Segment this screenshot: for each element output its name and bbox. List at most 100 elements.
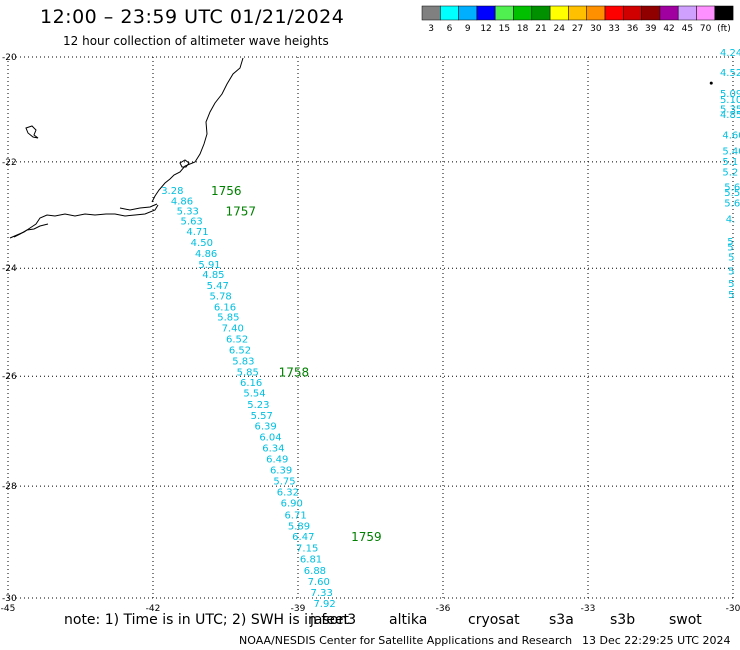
colorbar-label: 9 bbox=[465, 24, 471, 34]
wave-height-value: 5 bbox=[728, 266, 734, 277]
lat-tick-label: -30 bbox=[2, 594, 17, 604]
generation-timestamp: 13 Dec 22:29:25 UTC 2024 bbox=[582, 634, 731, 647]
colorbar-label: 42 bbox=[663, 24, 674, 34]
wave-height-value: 6.49 bbox=[266, 454, 288, 465]
wave-height-value: 7.33 bbox=[311, 588, 333, 599]
wave-height-value: 5 bbox=[728, 290, 734, 301]
wave-height-value: 5.75 bbox=[273, 477, 295, 488]
wave-height-value: 6.04 bbox=[259, 432, 281, 443]
wave-height-value: 5.33 bbox=[177, 207, 199, 218]
colorbar-label: 18 bbox=[517, 24, 529, 34]
wave-height-value: 5.57 bbox=[251, 411, 273, 422]
wave-height-value: 4.86 bbox=[195, 249, 217, 260]
wave-height-value: 5.6 bbox=[724, 183, 740, 194]
colorbar-label: 3 bbox=[428, 24, 434, 34]
lat-tick-label: -24 bbox=[2, 264, 17, 274]
colorbar-label: 15 bbox=[499, 24, 510, 34]
colorbar-label: 30 bbox=[590, 24, 602, 34]
wave-height-value: 5.78 bbox=[210, 292, 232, 303]
wave-height-value: 5.85 bbox=[217, 313, 239, 324]
wave-height-value: 6.39 bbox=[270, 465, 292, 476]
colorbar-label: 33 bbox=[608, 24, 619, 34]
colorbar-label: 6 bbox=[447, 24, 453, 34]
lon-tick-label: -39 bbox=[291, 604, 306, 614]
wave-height-value: 3.28 bbox=[161, 186, 183, 197]
brazil-coastline-north bbox=[151, 57, 244, 203]
colorbar-label: 45 bbox=[682, 24, 693, 34]
colorbar-label: (ft) bbox=[717, 24, 731, 34]
wave-height-value: 5.6 bbox=[724, 199, 740, 210]
coastline bbox=[9, 57, 244, 239]
altimeter-tracks: 3.284.865.335.634.714.504.865.914.855.47… bbox=[161, 48, 740, 610]
wave-height-value: 7.40 bbox=[222, 323, 244, 334]
wave-height-value: 6.52 bbox=[229, 346, 251, 357]
satellite-altika: altika bbox=[389, 612, 428, 628]
wave-height-value: 5.85 bbox=[237, 367, 259, 378]
wave-height-value: 4.24 bbox=[720, 48, 740, 59]
wave-height-value: 7.15 bbox=[296, 543, 318, 554]
lat-lon-grid: -45 -42 -39 -36 -33 -30 -20 -22 -24 -26 -28 -30 bbox=[1, 53, 740, 614]
wave-height-value: 6.88 bbox=[304, 566, 326, 577]
point-marker bbox=[709, 81, 713, 85]
satellite-cryosat: cryosat bbox=[468, 612, 520, 628]
lon-tick-label: -36 bbox=[436, 604, 451, 614]
wave-height-value: 7.92 bbox=[313, 599, 335, 610]
wave-height-value: 5.09 bbox=[720, 89, 740, 100]
colorbar-legend: 3 6 9 12 15 18 21 24 27 30 33 36 39 42 45 70 (ft) bbox=[421, 5, 734, 34]
wave-height-value: 6.52 bbox=[226, 335, 248, 346]
satellite-s3b: s3b bbox=[610, 612, 636, 628]
wave-height-value: 5.63 bbox=[181, 217, 203, 228]
wave-height-value: 5.23 bbox=[247, 400, 269, 411]
satellite-s3a: s3a bbox=[549, 612, 574, 628]
pass-time-label: 1756 bbox=[211, 184, 242, 198]
wave-height-value: 6.47 bbox=[292, 532, 314, 543]
lon-tick-label: -45 bbox=[1, 604, 16, 614]
map-title: 12:00 – 23:59 UTC 01/21/2024 bbox=[40, 6, 345, 28]
wave-height-value: 5.89 bbox=[288, 522, 310, 533]
wave-height-value: 4. bbox=[726, 215, 736, 226]
colorbar-swatch bbox=[714, 5, 734, 21]
colorbar-label: 70 bbox=[700, 24, 712, 34]
wave-height-value: 5 bbox=[728, 279, 734, 290]
lat-tick-label: -26 bbox=[2, 372, 17, 382]
wave-height-value: 5 bbox=[727, 242, 733, 253]
lat-tick-label: -22 bbox=[2, 158, 17, 168]
pass-time-label: 1758 bbox=[279, 365, 310, 379]
wave-height-map: -45 -42 -39 -36 -33 -30 -20 -22 -24 -26 -28 -30 3.2… bbox=[1, 48, 740, 614]
bay-island bbox=[179, 159, 190, 168]
colorbar-label: 12 bbox=[480, 24, 491, 34]
wave-height-value: 6.90 bbox=[281, 499, 303, 510]
wave-height-value: 6.34 bbox=[262, 443, 284, 454]
lat-tick-label: -28 bbox=[2, 482, 17, 492]
note-text: note: 1) Time is in UTC; 2) SWH is in fe… bbox=[64, 612, 350, 628]
colorbar-label: 36 bbox=[627, 24, 639, 34]
wave-height-value: 5 bbox=[728, 252, 734, 263]
wave-height-value: 6.32 bbox=[277, 488, 299, 499]
wave-height-value: 5.5 bbox=[724, 188, 740, 199]
lon-tick-label: -33 bbox=[581, 604, 596, 614]
wave-height-value: 4.52 bbox=[720, 68, 740, 79]
credit-line: NOAA/NESDIS Center for Satellite Applica… bbox=[239, 634, 573, 647]
wave-height-value: 4.86 bbox=[171, 196, 193, 207]
wave-height-value: 6.71 bbox=[284, 510, 306, 521]
wave-height-value: 5.47 bbox=[207, 281, 229, 292]
wave-height-value: 6.16 bbox=[214, 302, 236, 313]
wave-height-value: 5.1 bbox=[722, 157, 738, 168]
lon-tick-label: -30 bbox=[726, 604, 740, 614]
wave-height-value: 4.60 bbox=[722, 130, 740, 141]
pass-time-label: 1757 bbox=[226, 205, 257, 219]
wave-height-value: 4.85 bbox=[720, 110, 740, 121]
wave-height-value: 7.60 bbox=[308, 577, 330, 588]
pass-time-label: 1759 bbox=[351, 530, 382, 544]
wave-height-value: 5 bbox=[727, 237, 733, 248]
wave-height-value: 5.83 bbox=[232, 356, 254, 367]
colorbar-label: 39 bbox=[645, 24, 657, 34]
wave-height-value: 6.81 bbox=[300, 555, 322, 566]
satellite-jason3: jason3 bbox=[310, 612, 357, 628]
wave-height-value: 4.71 bbox=[186, 227, 208, 238]
wave-height-value: 5.35 bbox=[720, 105, 740, 116]
wave-height-value: 5.10 bbox=[720, 95, 740, 106]
coastline-inlet bbox=[13, 223, 49, 238]
colorbar-label: 24 bbox=[554, 24, 566, 34]
wave-height-value: 4.50 bbox=[191, 238, 213, 249]
